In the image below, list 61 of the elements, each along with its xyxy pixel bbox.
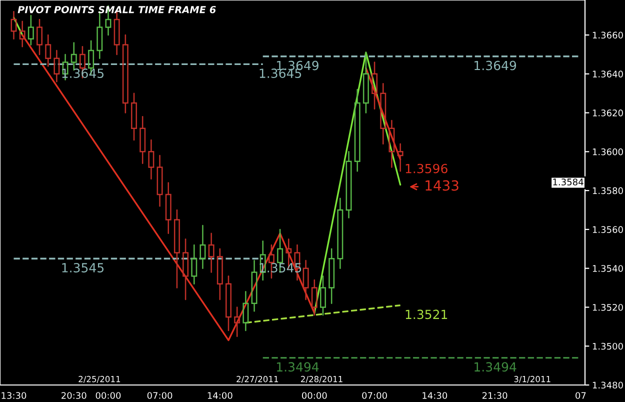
annotation: 2/25/2011 (78, 376, 120, 383)
candlestick (242, 291, 249, 332)
candlestick (380, 82, 386, 145)
candlestick (234, 306, 240, 338)
data-label: 1.3649 (474, 60, 516, 70)
x-tick-label: 00:00 (302, 392, 327, 399)
x-tick-label: 14:00 (208, 392, 232, 399)
candlestick (140, 116, 146, 164)
x-tick-label: 13:30 (2, 392, 26, 399)
y-tick-label: 1.3520 (592, 304, 623, 311)
x-tick-label: 07:00 (362, 392, 387, 399)
candlestick (182, 238, 189, 300)
candlestick (131, 92, 137, 141)
candlestick (328, 248, 335, 304)
candlestick (191, 244, 198, 285)
y-tick-label: 1.3500 (592, 342, 623, 350)
candlestick (148, 139, 154, 180)
data-label: 1.3545 (62, 263, 104, 272)
x-tick-label: 00:00 (96, 392, 121, 399)
y-tick-label: 1.3480 (592, 382, 623, 389)
annotation: 1433 (426, 180, 458, 191)
candlestick (10, 11, 17, 40)
x-tick-label: 07:00 (147, 392, 172, 399)
candlestick (200, 224, 206, 269)
candlestick (122, 34, 128, 114)
data-label: 1.3645 (260, 68, 302, 78)
candlestick (397, 143, 404, 172)
candlestick (156, 154, 163, 207)
x-tick-label: 20:30 (62, 392, 86, 399)
candlestick (372, 62, 378, 110)
y-tick-label: 1.3620 (592, 110, 623, 116)
candlestick (354, 88, 360, 172)
annotation: 3/1/2011 (514, 376, 550, 383)
candlestick (19, 20, 26, 48)
x-tick-label: 14:30 (422, 392, 448, 399)
y-tick-label: 1.3580 (592, 187, 623, 194)
data-label: 1.3649 (276, 60, 318, 70)
data-label: 1.3494 (474, 362, 516, 372)
candlestick (302, 260, 309, 300)
data-label: 1.3521 (406, 310, 448, 320)
candlestick (388, 120, 395, 168)
x-tick-label: 07 (576, 392, 586, 399)
data-label: 1.3494 (276, 362, 319, 372)
annotation: 2/27/2011 (236, 376, 278, 383)
y-tick-label: 1.3660 (592, 32, 623, 39)
candlestick (174, 209, 180, 288)
candlestick (165, 182, 172, 234)
x-tick-label: 21:30 (482, 392, 508, 399)
annotation: 2/28/2011 (300, 376, 342, 383)
y-tick-label: 1.3560 (592, 226, 623, 234)
y-tick-label: 1.3540 (592, 265, 623, 272)
candlestick (362, 52, 369, 114)
data-label: 1.3596 (406, 164, 448, 174)
candlestick (337, 198, 344, 269)
y-tick-label: 1.3640 (592, 70, 623, 78)
candlestick (346, 151, 352, 218)
candlestick (208, 232, 214, 273)
candlestick (251, 260, 258, 312)
y-tick-label: 1.3600 (592, 148, 623, 156)
annotation: 1.3584 (553, 178, 584, 186)
candlestick (54, 50, 60, 82)
